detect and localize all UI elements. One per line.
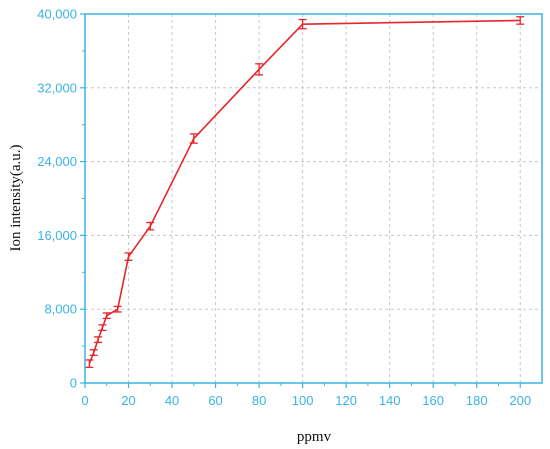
x-axis-title: ppmv [297, 429, 332, 445]
plot-frame [84, 13, 543, 384]
x-tick-label: 60 [208, 393, 222, 408]
series-line [88, 19, 521, 364]
grid [85, 14, 542, 383]
x-tick-label: 120 [335, 393, 357, 408]
y-tick-label: 0 [70, 376, 77, 391]
x-tick-label: 0 [81, 393, 88, 408]
y-tick-label: 40,000 [37, 7, 77, 22]
series-layer [85, 16, 525, 368]
x-tick-label: 40 [165, 393, 179, 408]
y-axis-title: Ion intensity(a.u.) [8, 144, 24, 251]
x-tick-label: 100 [292, 393, 314, 408]
x-tick-label: 200 [509, 393, 531, 408]
x-tick-label: 140 [379, 393, 401, 408]
y-tick-label: 8,000 [44, 302, 77, 317]
x-tick-label: 20 [121, 393, 135, 408]
x-tick-label: 80 [252, 393, 266, 408]
axes-ticks: 0 20 40 60 80 100 120 140 160 180 200 0 8,000 16,000 2… [37, 7, 531, 409]
y-tick-label: 24,000 [37, 154, 77, 169]
y-tick-label: 32,000 [37, 80, 77, 95]
y-tick-label: 16,000 [37, 228, 77, 243]
x-tick-label: 180 [466, 393, 488, 408]
x-tick-label: 160 [422, 393, 444, 408]
